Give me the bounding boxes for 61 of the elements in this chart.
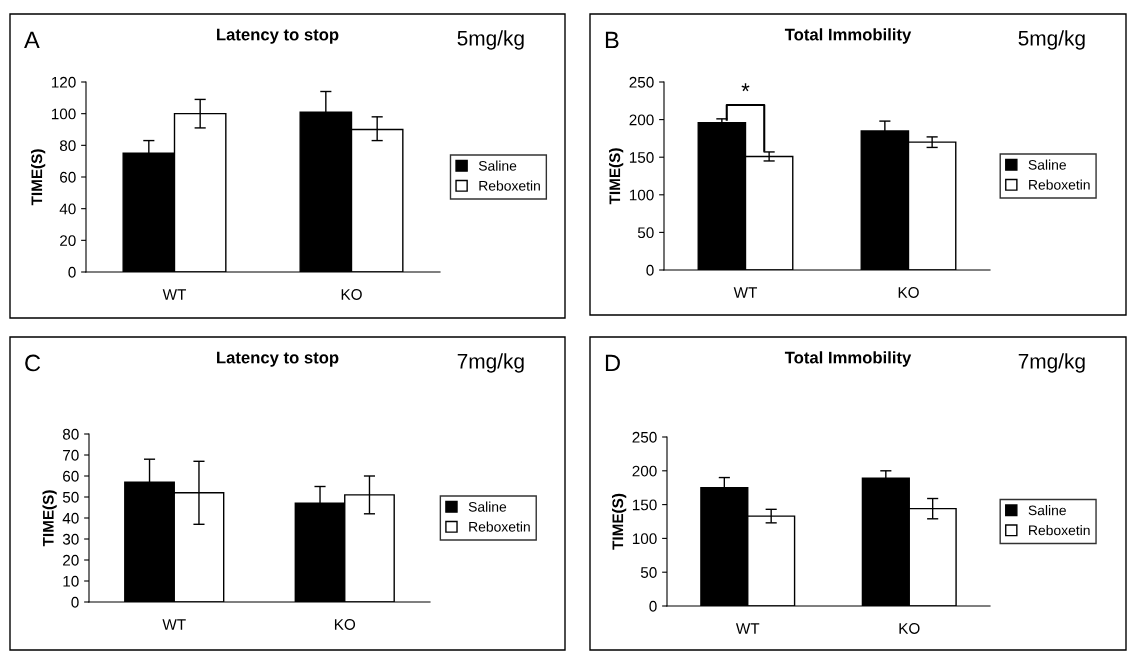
x-tick-label: WT bbox=[162, 619, 186, 630]
y-tick-label: 50 bbox=[637, 227, 654, 239]
y-tick-label: 80 bbox=[59, 140, 76, 152]
legend-label: Saline bbox=[478, 160, 517, 171]
text: 5mg/kg bbox=[457, 30, 524, 50]
x-tick-label: KO bbox=[898, 287, 919, 298]
x-tick-label: WT bbox=[735, 623, 760, 634]
legend-label: Reboxetin bbox=[469, 521, 530, 532]
y-tick-label: 60 bbox=[63, 470, 79, 482]
y-tick-label: 100 bbox=[629, 189, 654, 201]
x-tick-label: KO bbox=[341, 289, 362, 300]
y-tick-label: 20 bbox=[60, 235, 76, 247]
text: A bbox=[24, 31, 40, 49]
y-axis-title: TIME(S) bbox=[42, 490, 57, 547]
text: D bbox=[605, 354, 620, 372]
y-tick-label: 150 bbox=[632, 499, 657, 511]
y-tick-label: 200 bbox=[632, 465, 657, 477]
y-tick-label: 40 bbox=[62, 512, 79, 524]
legend-label: Reboxetin bbox=[479, 180, 540, 191]
y-tick-label: 0 bbox=[649, 600, 657, 612]
y-tick-label: 30 bbox=[62, 533, 79, 545]
y-axis-title: TIME(S) bbox=[608, 148, 624, 205]
y-axis-title: TIME(S) bbox=[611, 493, 627, 550]
legend-label: Saline bbox=[1028, 505, 1066, 516]
x-tick-label: KO bbox=[334, 619, 356, 630]
text: B bbox=[605, 31, 619, 49]
legend-label: Saline bbox=[1028, 159, 1066, 170]
y-tick-label: 200 bbox=[629, 114, 654, 126]
text: 5mg/kg bbox=[1018, 30, 1085, 50]
text: 7mg/kg bbox=[1018, 353, 1085, 373]
y-tick-label: 20 bbox=[63, 554, 79, 566]
chart-title: Total Immobility bbox=[784, 351, 912, 367]
y-tick-label: 0 bbox=[646, 264, 654, 276]
x-tick-label: KO bbox=[899, 623, 920, 634]
y-axis-title: TIME(S) bbox=[30, 149, 46, 206]
y-tick-label: 60 bbox=[60, 171, 76, 183]
y-tick-label: 50 bbox=[62, 491, 79, 503]
y-tick-label: 120 bbox=[51, 76, 76, 88]
legend-label: Saline bbox=[468, 501, 507, 512]
y-tick-label: 150 bbox=[629, 152, 654, 163]
y-tick-label: 40 bbox=[59, 203, 76, 215]
legend-label: Reboxetin bbox=[1029, 179, 1090, 190]
y-tick-label: 0 bbox=[68, 266, 76, 278]
y-tick-label: 70 bbox=[63, 449, 79, 461]
y-tick-label: 0 bbox=[71, 596, 79, 608]
y-tick-label: 250 bbox=[629, 76, 654, 88]
y-tick-label: 50 bbox=[640, 567, 657, 578]
x-tick-label: WT bbox=[733, 287, 758, 298]
annotation: * bbox=[741, 83, 750, 92]
chart-title: Latency to stop bbox=[217, 351, 339, 367]
text: C bbox=[25, 354, 41, 372]
y-tick-label: 10 bbox=[63, 575, 79, 587]
y-tick-label: 250 bbox=[632, 431, 657, 443]
y-tick-label: 100 bbox=[632, 533, 657, 545]
chart-title: Total Immobility bbox=[784, 28, 912, 44]
y-tick-label: 80 bbox=[62, 428, 79, 440]
legend-label: Reboxetin bbox=[1029, 525, 1090, 536]
chart-title: Latency to stop bbox=[217, 28, 339, 44]
x-tick-label: WT bbox=[162, 289, 187, 300]
y-tick-label: 100 bbox=[51, 108, 76, 120]
text: 7mg/kg bbox=[457, 353, 524, 373]
